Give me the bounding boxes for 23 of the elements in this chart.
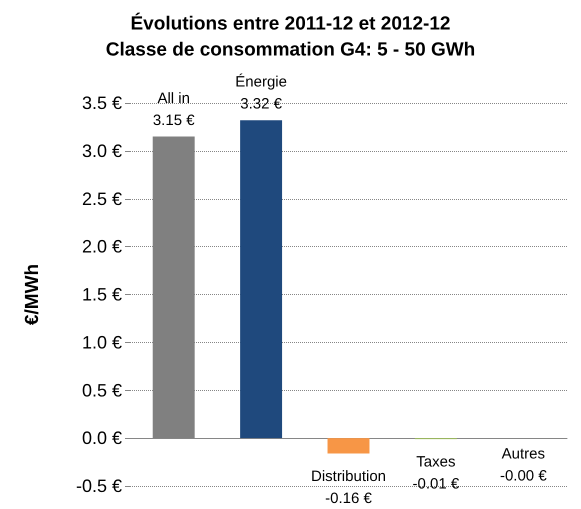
y-tick-label: 3.0 € [82, 140, 122, 161]
y-tick-label: 2.0 € [82, 236, 122, 257]
y-tick-label: 0.5 € [82, 380, 122, 400]
y-tick-label: -0.5 € [76, 476, 122, 496]
x-tick-label: Autres [502, 446, 545, 463]
data-label: 3.32 € [240, 96, 283, 113]
x-tick-label: Énergie [235, 72, 287, 91]
y-tick-label: 0.0 € [82, 428, 122, 448]
data-label: -0.01 € [412, 476, 460, 493]
x-tick-label: Taxes [416, 454, 456, 471]
bar [240, 120, 282, 438]
y-tick-label: 2.5 € [82, 188, 122, 209]
y-tick-label: 1.0 € [82, 332, 122, 352]
x-tick-label: All in [157, 90, 190, 108]
x-tick-label: Distribution [310, 468, 386, 485]
data-label: -0.16 € [325, 490, 373, 507]
y-tick-label: 3.5 € [82, 93, 122, 113]
y-axis-title: €/MWh [22, 264, 43, 326]
data-label: -0.00 € [500, 468, 548, 485]
data-label: 3.15 € [152, 112, 196, 130]
y-tick-label: 1.5 € [82, 284, 122, 304]
bar [328, 438, 370, 454]
chart-title: Évolutions entre 2011-12 et 2012-12 Classe de consommation G4: 5 - 50 GWh [106, 12, 476, 60]
